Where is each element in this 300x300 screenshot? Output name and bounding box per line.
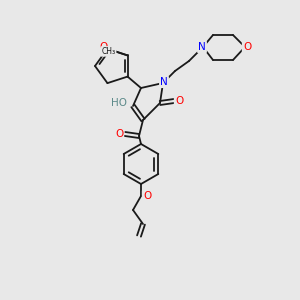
Text: O: O [99,42,108,52]
Text: O: O [143,191,151,201]
Text: O: O [243,42,251,52]
Text: HO: HO [111,98,127,108]
Text: CH₃: CH₃ [101,47,116,56]
Text: N: N [160,77,168,87]
Text: N: N [198,42,206,52]
Text: O: O [115,129,123,139]
Text: O: O [175,96,183,106]
